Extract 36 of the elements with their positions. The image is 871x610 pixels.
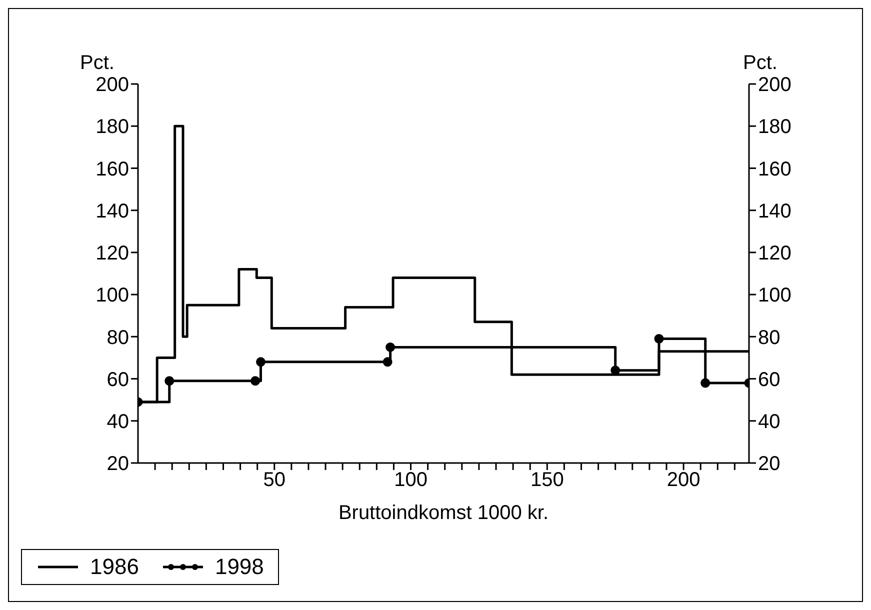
y-tick-label: 20 <box>106 453 129 476</box>
point <box>256 357 266 367</box>
y2-tick-label: 140 <box>758 200 792 222</box>
y-tick-label: 140 <box>96 200 129 222</box>
y-tick-label: 180 <box>96 116 129 138</box>
legend-label: 1998 <box>214 554 264 580</box>
point <box>250 376 260 386</box>
point <box>164 376 174 386</box>
y-tick-label: 160 <box>96 158 129 180</box>
y2-tick-label: 200 <box>758 74 792 96</box>
y-tick-label: 40 <box>106 410 129 433</box>
y2-tick-label: 60 <box>758 368 780 391</box>
y-tick-label: 80 <box>106 326 129 349</box>
x-tick-label: 200 <box>666 469 700 492</box>
y2-tick-label: 40 <box>758 410 780 433</box>
y-tick-label: 200 <box>96 74 129 96</box>
y-tick-label: 100 <box>96 284 129 307</box>
y2-tick-label: 80 <box>758 326 780 349</box>
point <box>382 357 392 367</box>
legend-label: 1986 <box>90 554 139 580</box>
y2-tick-label: 100 <box>758 284 792 307</box>
y2-tick-label: 120 <box>758 242 792 265</box>
point <box>654 334 664 344</box>
y2-tick-label: 160 <box>758 158 792 180</box>
y-axis-title: Pct. <box>80 52 114 75</box>
point <box>700 378 710 388</box>
x-tick-label: 100 <box>394 469 428 492</box>
point <box>386 342 396 352</box>
y2-tick-label: 180 <box>758 116 792 138</box>
x-axis-title: Bruttoindkomst 1000 kr. <box>338 502 549 524</box>
x-tick-label: 50 <box>263 469 286 492</box>
y-tick-label: 120 <box>96 242 129 265</box>
x-tick-label: 150 <box>530 469 564 492</box>
y2-axis-title: Pct. <box>743 52 778 75</box>
y2-tick-label: 20 <box>758 453 780 476</box>
y-tick-label: 60 <box>106 368 129 391</box>
